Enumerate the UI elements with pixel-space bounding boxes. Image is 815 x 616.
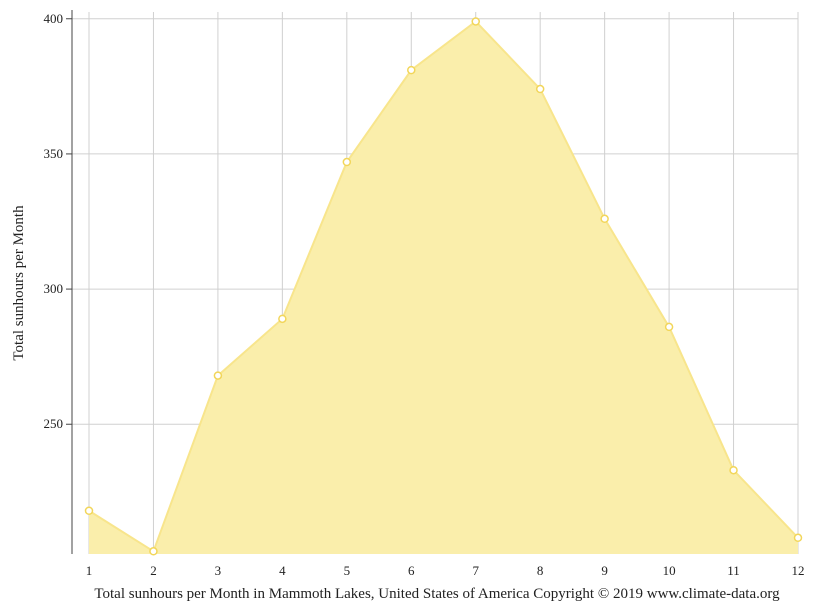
data-point-10[interactable] xyxy=(664,322,674,332)
x-tick-label-8: 8 xyxy=(537,563,544,578)
x-tick-label-10: 10 xyxy=(663,563,676,578)
x-tick-label-6: 6 xyxy=(408,563,415,578)
data-point-9[interactable] xyxy=(600,214,609,224)
data-point-12[interactable] xyxy=(793,533,803,543)
data-point-3[interactable] xyxy=(213,371,223,380)
x-tick-label-1: 1 xyxy=(86,563,93,578)
x-tick-label-12: 12 xyxy=(792,563,805,578)
data-point-5[interactable] xyxy=(342,157,352,167)
x-tick-label-5: 5 xyxy=(344,563,351,578)
y-tick-label-300: 300 xyxy=(44,281,64,296)
axes xyxy=(66,10,73,554)
x-tick-label-2: 2 xyxy=(150,563,157,578)
series-area xyxy=(88,20,799,554)
y-tick-label-350: 350 xyxy=(44,146,64,161)
chart-caption: Total sunhours per Month in Mammoth Lake… xyxy=(94,586,780,602)
data-point-1[interactable] xyxy=(84,506,94,515)
data-point-7[interactable] xyxy=(471,17,480,26)
y-axis-title: Total sunhours per Month xyxy=(11,205,27,361)
y-tick-label-250: 250 xyxy=(44,416,64,431)
y-tick-label-400: 400 xyxy=(44,11,64,26)
series-line xyxy=(88,20,799,553)
x-tick-label-4: 4 xyxy=(279,563,286,578)
x-tick-label-7: 7 xyxy=(472,563,479,578)
data-point-8[interactable] xyxy=(535,84,545,94)
data-point-4[interactable] xyxy=(278,314,287,324)
data-point-6[interactable] xyxy=(407,65,416,75)
data-point-11[interactable] xyxy=(729,465,738,475)
series-markers xyxy=(84,17,803,556)
x-tick-label-3: 3 xyxy=(215,563,222,578)
x-tick-label-11: 11 xyxy=(727,563,740,578)
x-tick-label-9: 9 xyxy=(601,563,608,578)
series-area-fill xyxy=(89,21,798,554)
data-point-2[interactable] xyxy=(149,547,158,556)
